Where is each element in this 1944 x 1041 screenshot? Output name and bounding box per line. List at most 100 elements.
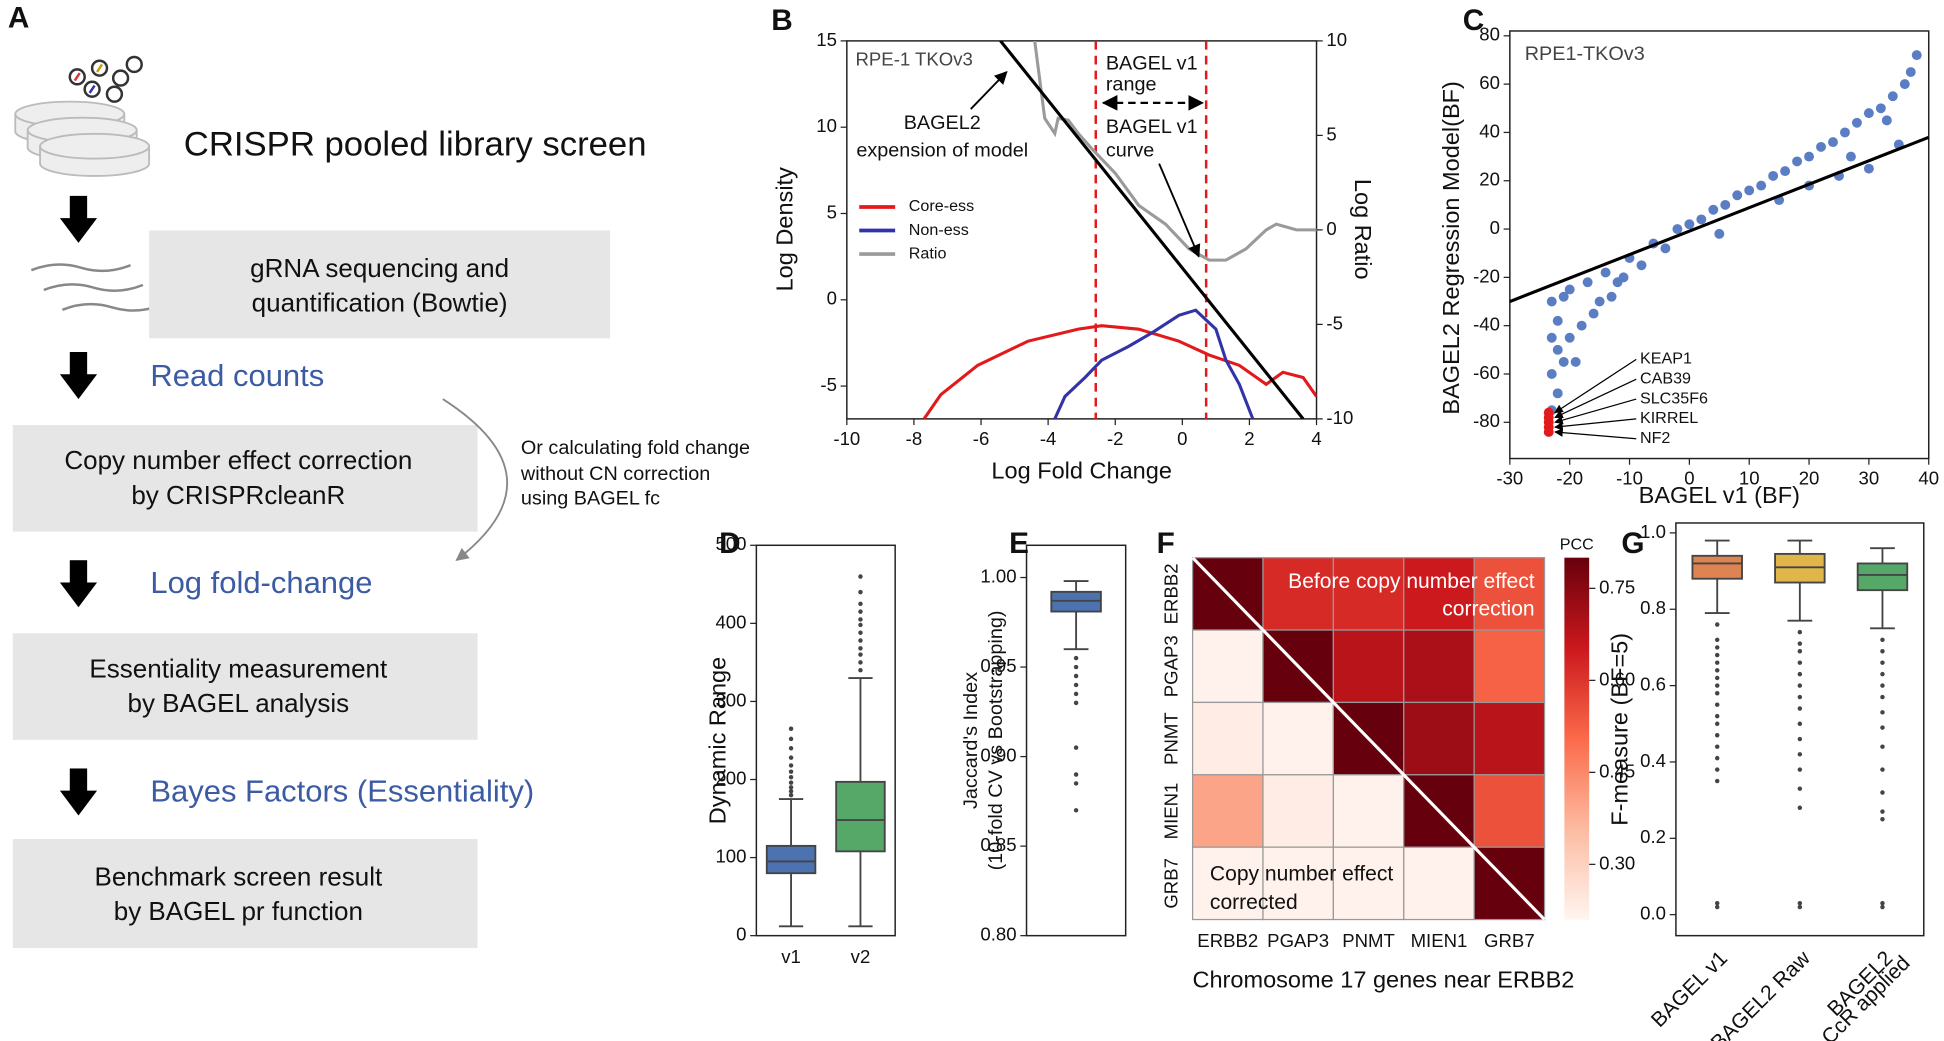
outlier [1714,668,1720,673]
y-tick-label: 1.0 [1640,521,1666,542]
note: BAGEL v1 [1106,53,1198,75]
y-tick-label: 100 [715,845,746,866]
x-tick-label: 10 [1739,468,1760,489]
outlier [788,788,794,794]
y-tick-label: 0 [1490,217,1500,238]
outlier [1073,772,1079,777]
label-arrow [1554,358,1637,414]
point [1552,388,1563,399]
point [1851,117,1862,128]
point [1863,163,1874,174]
y-tick-label: 0.8 [1640,597,1666,618]
point [1720,199,1731,210]
y-tick-label: 15 [816,29,837,50]
diagonal [1191,556,1546,921]
outlier [1714,733,1720,738]
row-label: PNMT [1161,712,1182,765]
step-text: Benchmark screen result [94,862,383,892]
y-tick-label: 0.0 [1640,903,1666,924]
step-text: quantification (Bowtie) [252,288,508,318]
point [1911,50,1922,61]
dish-stack [14,100,151,177]
outlier [1073,664,1079,670]
y-tick-label: 0 [1326,218,1336,239]
screen-title: CRISPR pooled library screen [184,125,647,163]
point [1582,277,1593,288]
point [1714,228,1725,239]
y-tick-label: -5 [1326,312,1343,333]
outlier [1880,900,1885,906]
legend-label: Non-ess [909,221,969,239]
outlier [858,589,863,595]
y-axis-label: F-measure (BF=5) [1607,633,1633,826]
density-line [1053,308,1255,419]
y-tick-label: 60 [1479,72,1500,93]
x-tick-label: -30 [1496,468,1523,489]
outlier [1714,713,1720,719]
heat-cell [1332,846,1405,921]
point [1708,204,1719,215]
y-tick-label: 0.80 [980,924,1016,945]
step-box [12,633,478,740]
heat-cell [1332,629,1405,704]
y-tick-label: 0.95 [980,655,1016,676]
outlier [1714,900,1720,906]
outlier [1714,637,1720,643]
outlier [1797,805,1803,811]
flow-arrow [59,195,98,243]
model-line [999,40,1305,419]
y-tick-label: 5 [1326,123,1336,144]
outlier [1797,694,1803,700]
outlier [1714,652,1720,658]
panel-label: B [771,4,792,37]
outlier [1797,641,1803,646]
regression-line [1509,135,1930,303]
outlier [1714,755,1720,761]
outlier [1880,725,1885,730]
outlier [1880,649,1885,654]
point [1594,296,1605,307]
y-tick-label: 40 [1479,120,1500,141]
flow-arrow [59,560,98,608]
outlier [1797,683,1803,688]
outlier [1797,671,1803,677]
alt-arrow [442,398,508,561]
note-arrow [1158,163,1201,258]
outlier [788,763,794,768]
colorbar-label: PCC [1560,536,1594,554]
point [1863,108,1874,119]
x-tick-label: -2 [1107,428,1124,449]
x-axis-label: BAGEL v1 (BF) [1639,482,1800,508]
heat-cell [1191,629,1264,704]
step-box [149,230,611,339]
point [1732,190,1743,201]
y-tick-label: 10 [1326,29,1347,50]
plot-frame [1509,30,1930,460]
outlier [1073,700,1079,706]
outlier [858,622,863,628]
heat-cell [1191,774,1264,848]
col-label: GRB7 [1484,930,1535,951]
row-label: GRB7 [1161,858,1182,909]
panel-label: C [1463,4,1484,37]
y-tick-label: 10 [816,115,837,136]
y-tick-label: 200 [715,767,746,788]
col-label: ERBB2 [1197,930,1258,951]
step-text: by BAGEL pr function [114,896,363,926]
x-tick-label: 0 [1177,428,1187,449]
row-label: ERBB2 [1161,563,1182,624]
x-tick-label: v2 [851,946,871,967]
box [835,780,886,853]
y-tick-label: 0 [827,288,837,309]
point [1564,332,1575,343]
flow-arrow [59,768,98,816]
y-tick-label: 0 [736,924,746,945]
side-note: using BAGEL fc [521,488,660,510]
outlier [1797,721,1803,727]
outlier [1880,790,1885,795]
y-tick-label: 0.30 [1599,852,1635,873]
point [1600,267,1611,278]
label-arrow [1554,398,1637,425]
y-axis-label: Jaccard's Index [960,672,982,809]
outlier [1880,660,1885,665]
